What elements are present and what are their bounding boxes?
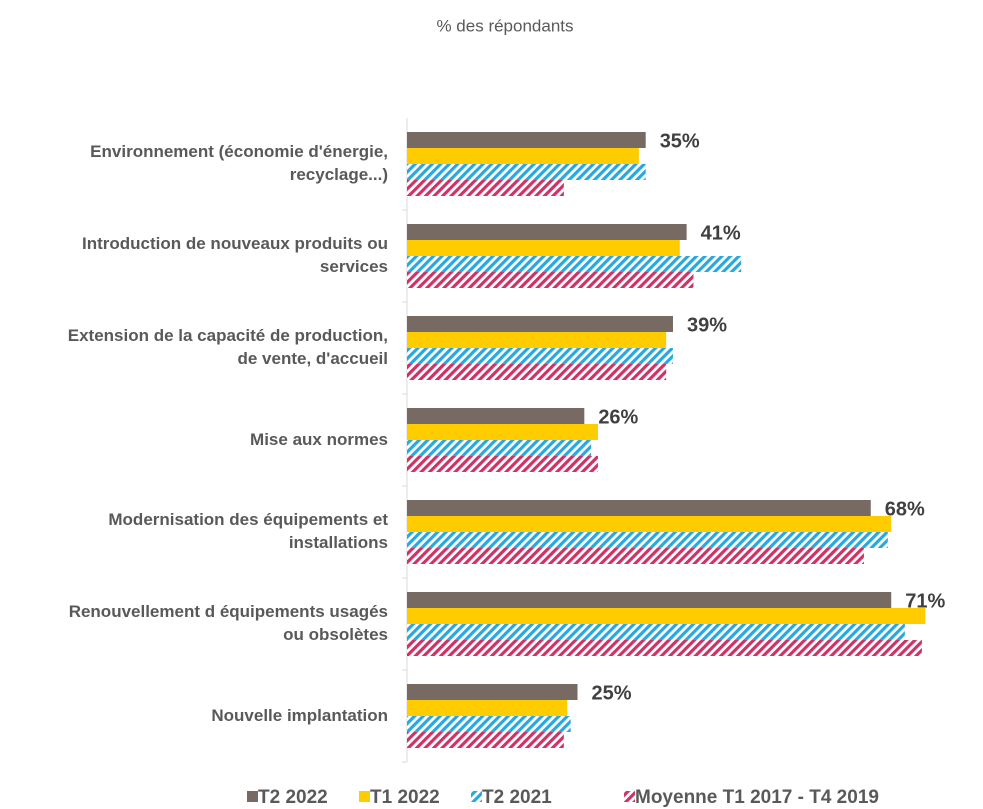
category-label: Modernisation des équipements et install… [108, 510, 388, 552]
bar [407, 532, 888, 548]
category-label: Environnement (économie d'énergie, recyc… [90, 142, 388, 184]
bar [407, 456, 598, 472]
data-label: 68% [885, 498, 925, 520]
bar [407, 608, 926, 624]
bar [407, 348, 673, 364]
bar [407, 516, 892, 532]
data-label: 41% [701, 222, 741, 244]
bar [407, 548, 864, 564]
bar [407, 164, 646, 180]
bar [407, 224, 687, 240]
data-label: 39% [687, 314, 727, 336]
bar [407, 624, 905, 640]
legend-marker [471, 791, 482, 802]
legend-marker [247, 791, 258, 802]
bar [407, 256, 742, 272]
bar [407, 592, 892, 608]
bar [407, 732, 564, 748]
bar [407, 500, 871, 516]
bar [407, 272, 694, 288]
chart-subtitle: % des répondants [436, 16, 573, 35]
legend-marker [359, 791, 370, 802]
category-label: Renouvellement d équipements usagés ou o… [68, 602, 388, 644]
bar [407, 684, 578, 700]
legend-label: T2 2021 [482, 787, 552, 808]
bar [407, 424, 598, 440]
bar [407, 716, 571, 732]
legend-label: T2 2022 [258, 787, 328, 808]
category-label: Introduction de nouveaux produits ou ser… [82, 234, 388, 276]
legend-marker [624, 791, 635, 802]
bar [407, 364, 667, 380]
bar [407, 316, 673, 332]
bar [407, 148, 639, 164]
bar [407, 132, 646, 148]
category-label: Extension de la capacité de production, … [67, 326, 388, 368]
legend-label: Moyenne T1 2017 - T4 2019 [635, 787, 879, 808]
data-label: 71% [905, 590, 945, 612]
bar [407, 640, 922, 656]
legend-label: T1 2022 [370, 787, 440, 808]
bar [407, 440, 592, 456]
bar [407, 700, 568, 716]
bar [407, 240, 680, 256]
bar [407, 408, 585, 424]
bar [407, 332, 667, 348]
category-label: Nouvelle implantation [211, 705, 388, 725]
category-label: Mise aux normes [250, 429, 388, 449]
bar [407, 180, 564, 196]
data-label: 26% [598, 406, 638, 428]
data-label: 25% [592, 682, 632, 704]
data-label: 35% [660, 130, 700, 152]
